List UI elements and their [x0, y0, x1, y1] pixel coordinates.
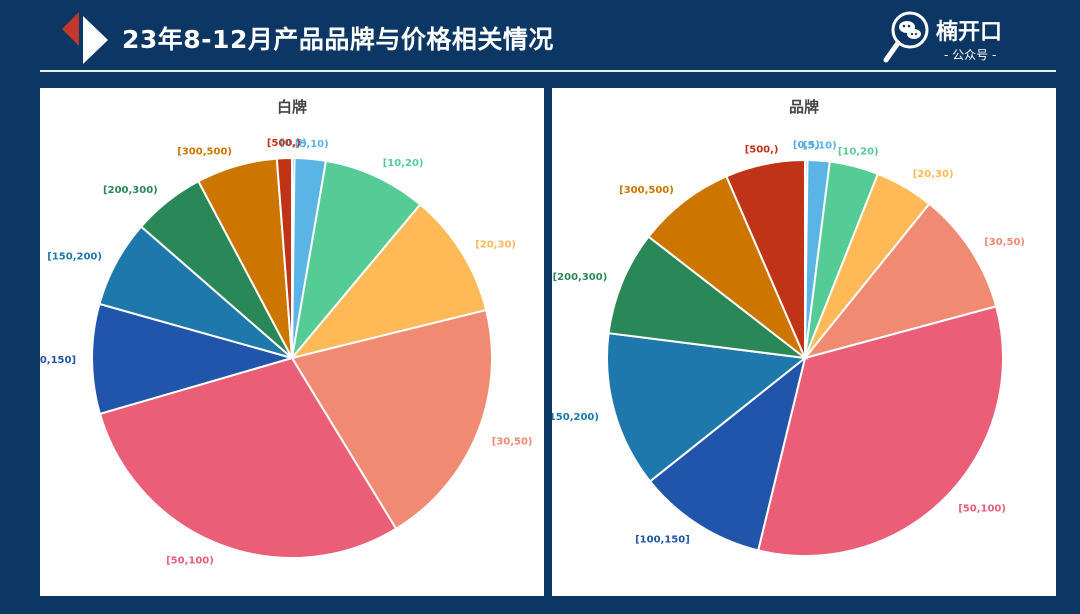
page-title: 23年8-12月产品品牌与价格相关情况	[122, 25, 554, 54]
slice-label: [100,150]	[635, 534, 690, 545]
pie-slice	[290, 308, 493, 531]
chart-panel-branded: [0,5) [5,10) [10,20) [20,30) [30,50) [50,100)…	[552, 88, 1056, 596]
slice-label: [200,300)	[103, 185, 158, 196]
slice-label: [0,5)	[280, 138, 307, 149]
pie-slice	[290, 159, 422, 362]
slice-label: [20,30)	[475, 240, 516, 251]
slice-label: [500,)	[745, 144, 779, 155]
slice-label: [300,500)	[619, 185, 674, 196]
pie-chart-branded: [0,5)[5,10)[10,20) [20,30) [30,50) [50,100)…	[552, 140, 1025, 557]
slice-label: [150,200)	[47, 251, 102, 262]
pie-slice	[647, 174, 806, 359]
slice-label: [100,150]	[40, 355, 76, 366]
pie-slice	[606, 332, 808, 483]
pie-slice	[725, 158, 806, 359]
pie-chart-white-label: [0,5)[5,10) [10,20) [20,30) [30,50) [50,100)…	[40, 138, 533, 566]
slice-label: [30,50)	[984, 237, 1025, 248]
pie-slice	[756, 305, 1004, 557]
slice-label: [50,100)	[958, 503, 1006, 514]
slice-label: [150,200)	[552, 412, 599, 423]
header-logo-shape	[62, 12, 110, 64]
slice-label: [0,5)	[793, 140, 820, 151]
wechat-magnifier-icon	[883, 11, 929, 63]
brand-subtitle: - 公众号 -	[944, 48, 997, 62]
slice-label: [30,50)	[492, 436, 533, 447]
slice-label: [10,20)	[383, 158, 424, 169]
brand-logo: 楠开口 - 公众号 -	[880, 8, 1020, 68]
pie-slice	[648, 355, 807, 552]
pie-slice	[607, 235, 809, 360]
slice-label: [300,500)	[177, 147, 232, 158]
slice-label: [5,10)	[295, 139, 329, 150]
brand-name: 楠开口	[936, 20, 1003, 45]
pie-slice	[289, 203, 488, 360]
chart-title: 白牌	[276, 98, 307, 116]
pie-slice	[91, 302, 296, 416]
chart-panel-white-label: [0,5) [5,10) [10,20) [20,30) [30,50) [50,100)…	[40, 88, 544, 596]
slice-label: [10,20)	[838, 147, 879, 158]
slice-label: [20,30)	[913, 169, 954, 180]
pie-slice	[98, 356, 398, 559]
header-divider	[40, 70, 1056, 72]
chart-title: 品牌	[788, 98, 819, 116]
logo-white-triangle	[83, 16, 108, 64]
pie-slice	[802, 202, 998, 360]
pie-slice	[275, 156, 293, 359]
slice-label: [200,300)	[553, 272, 608, 283]
slice-label: [50,100)	[166, 555, 214, 566]
slice-label: [500,)	[267, 138, 301, 149]
slice-label: [5,10)	[803, 141, 837, 152]
logo-red-triangle	[62, 12, 79, 46]
